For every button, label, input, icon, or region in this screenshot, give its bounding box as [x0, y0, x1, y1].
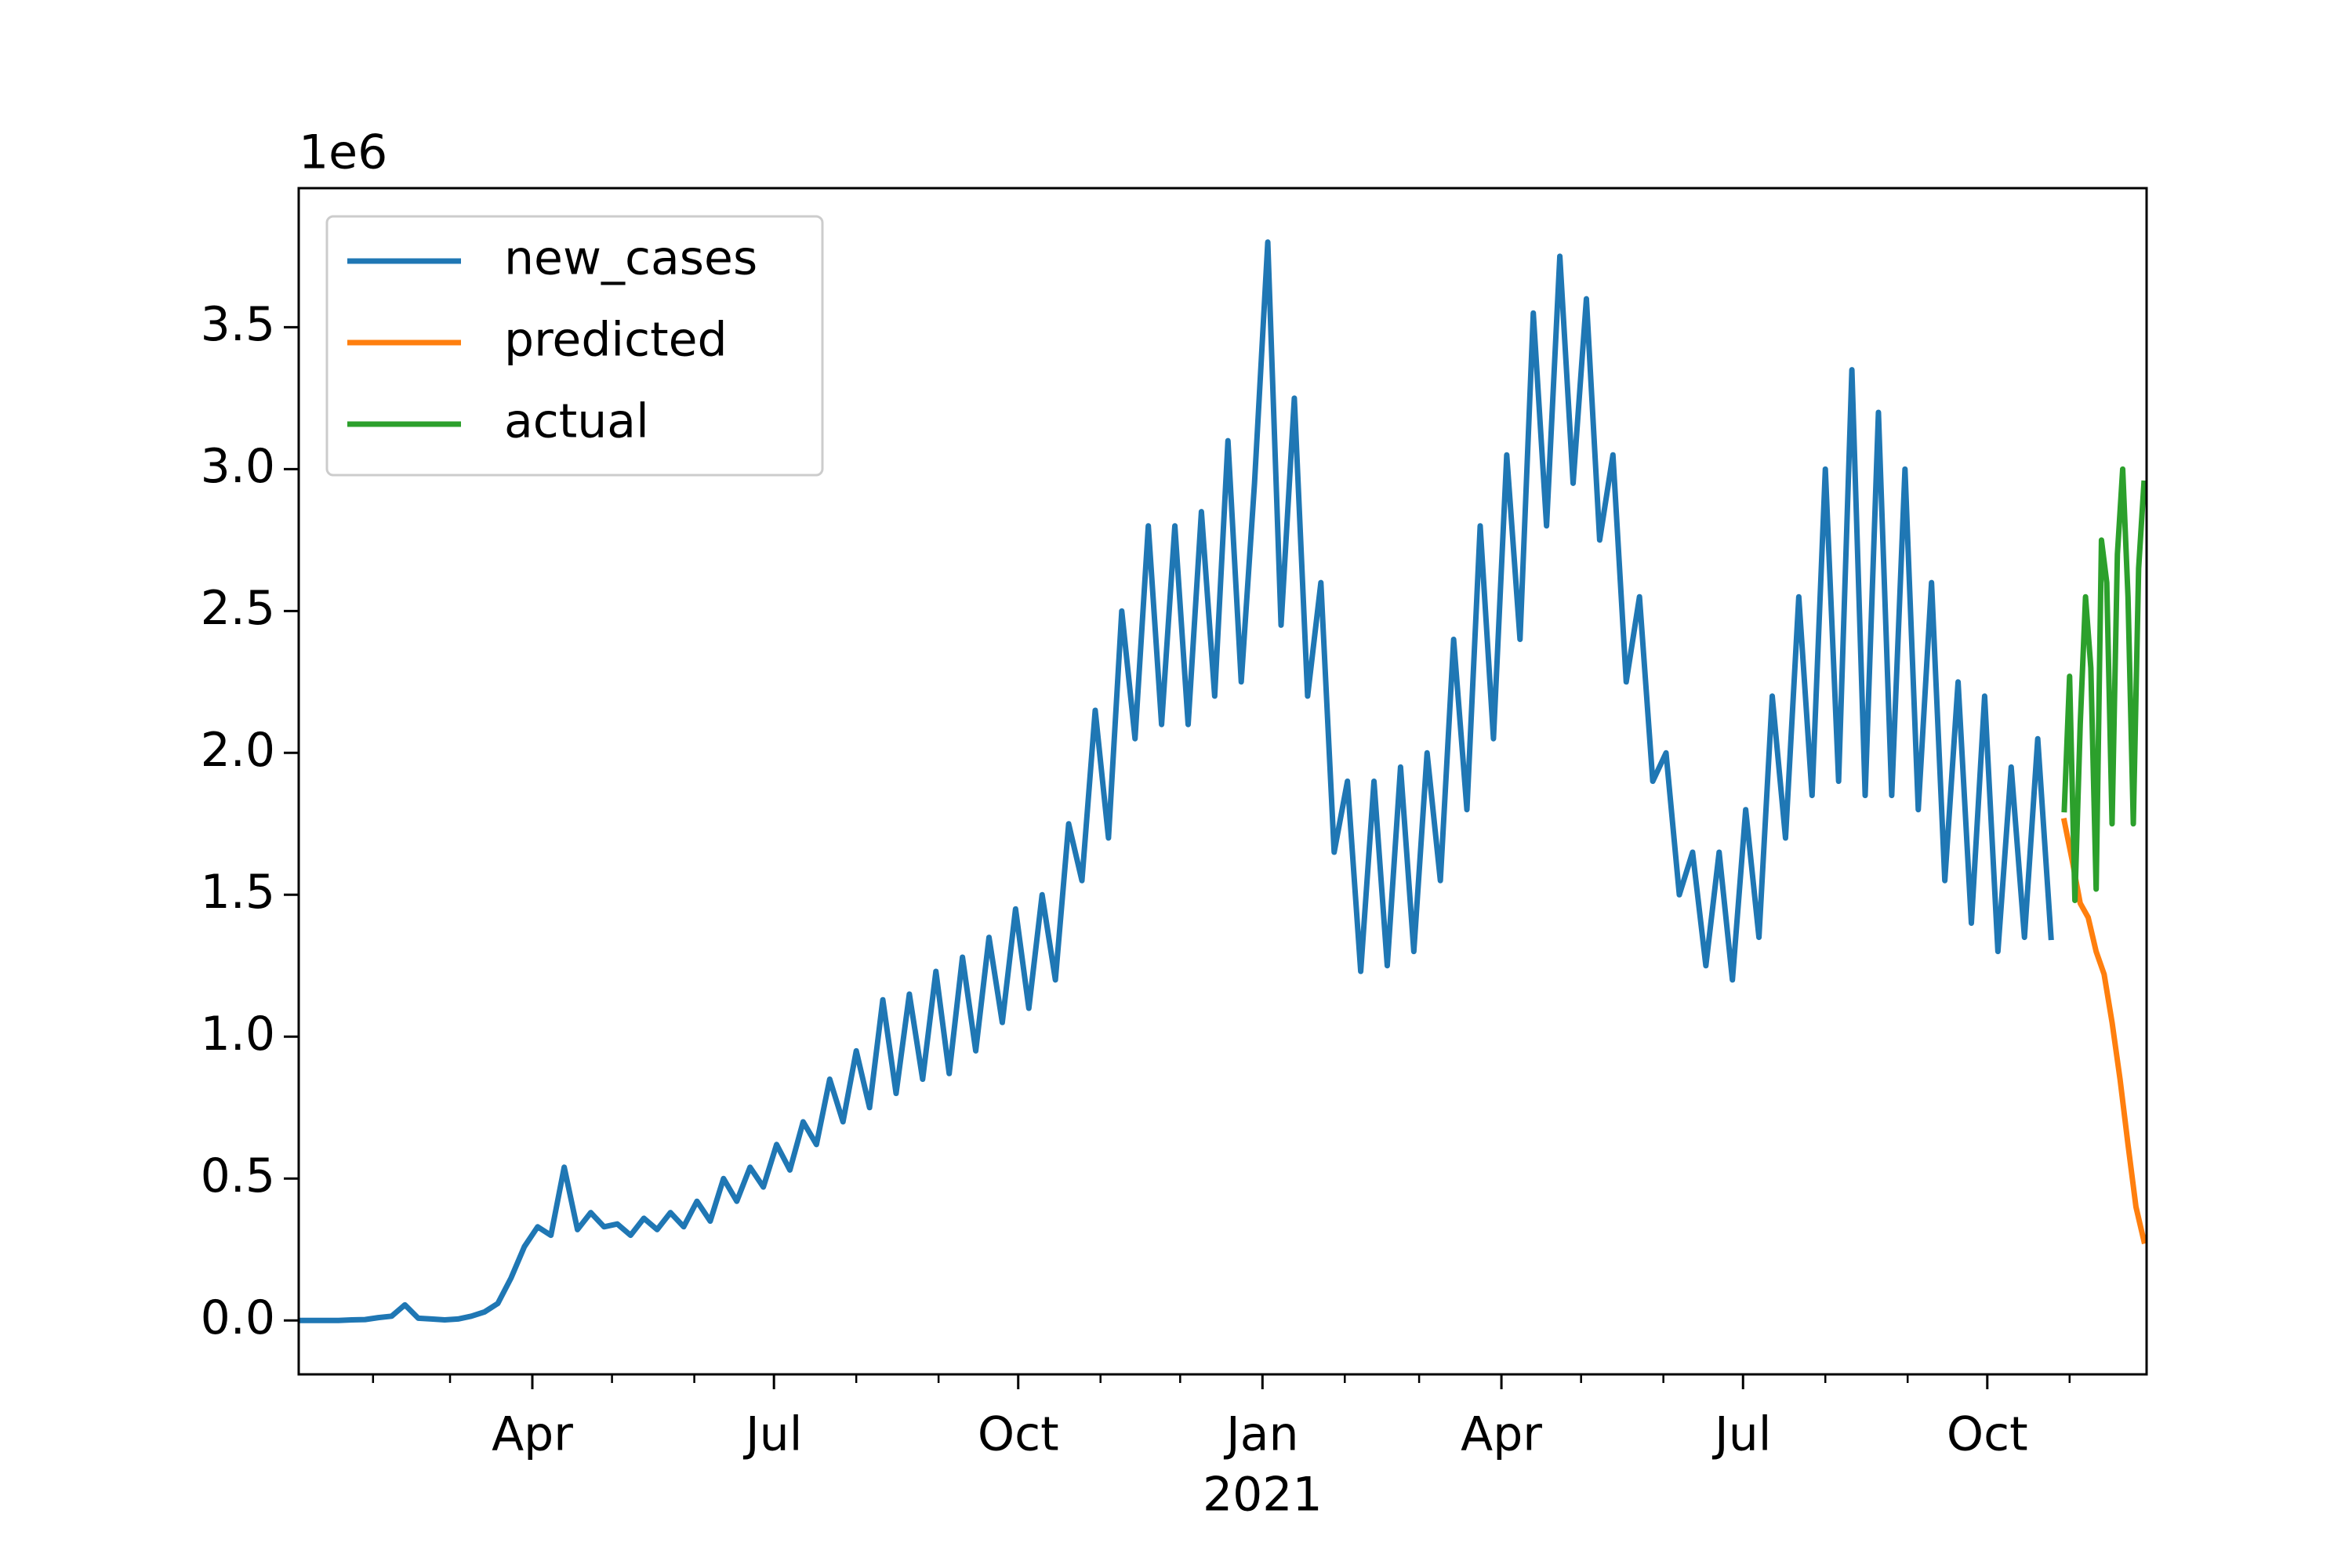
x-tick-label: Oct: [978, 1407, 1059, 1462]
x-tick-label: Jul: [742, 1407, 802, 1462]
series-line: [299, 239, 2054, 1323]
legend-label: predicted: [504, 313, 728, 368]
series-line: [2061, 466, 2147, 904]
y-tick-label: 0.5: [201, 1149, 275, 1203]
y-tick-label: 2.5: [201, 581, 275, 636]
y-tick-label: 1.0: [201, 1007, 275, 1062]
legend-box: [325, 215, 824, 477]
x-year-label: 2021: [1203, 1468, 1323, 1523]
legend-label: new_cases: [504, 231, 757, 286]
y-tick-label: 3.5: [201, 297, 275, 352]
x-tick-label: Jan: [1223, 1407, 1299, 1462]
y-tick-label: 1.5: [201, 865, 275, 920]
y-tick-label: 3.0: [201, 439, 275, 494]
legend-label: actual: [504, 394, 649, 449]
x-tick-label: Apr: [492, 1407, 573, 1462]
lines: [299, 239, 2147, 1323]
y-tick-label: 0.0: [201, 1290, 275, 1345]
x-tick-label: Oct: [1947, 1407, 2028, 1462]
y-tick-label: 2.0: [201, 723, 275, 778]
y-offset-label: 1e6: [299, 125, 387, 180]
x-tick-label: Apr: [1461, 1407, 1542, 1462]
x-tick-label: Jul: [1711, 1407, 1771, 1462]
axes-frame: [297, 187, 2148, 1376]
